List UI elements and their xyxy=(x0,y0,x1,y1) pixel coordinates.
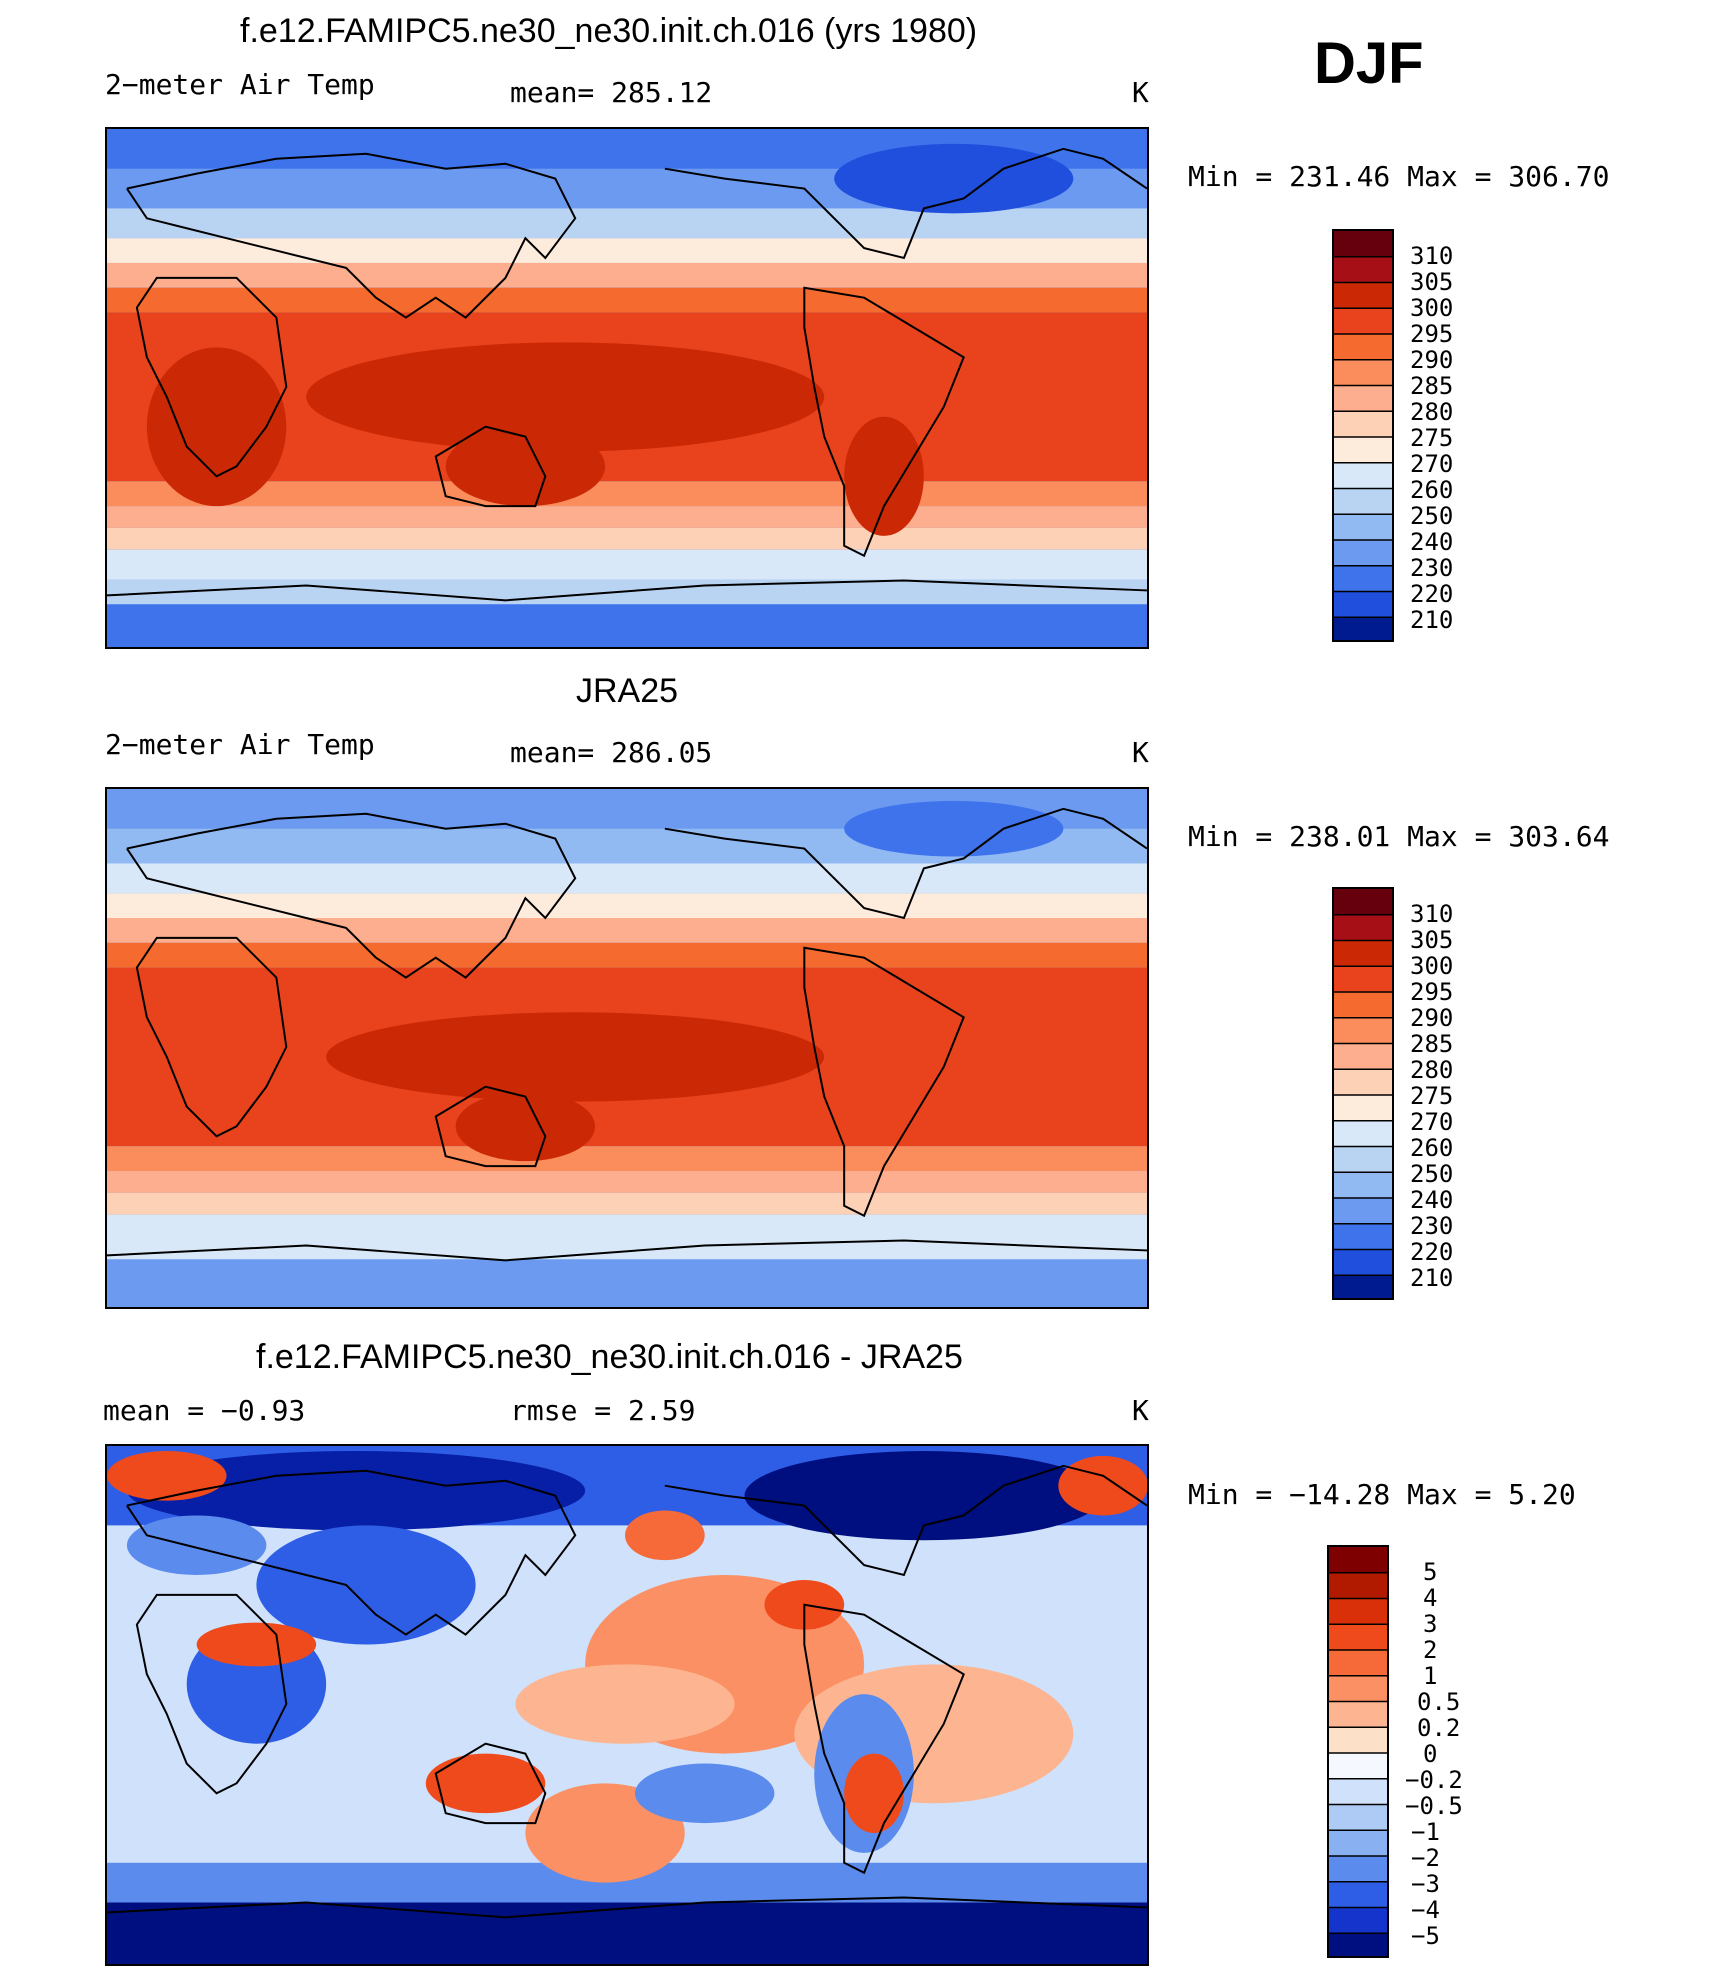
colorbar-label: 0 xyxy=(1423,1740,1438,1768)
colorbar-label: 285 xyxy=(1410,372,1454,400)
colorbar-label: 275 xyxy=(1410,424,1454,452)
mean-label: mean= 285.12 xyxy=(510,76,713,109)
colorbar-label: 240 xyxy=(1410,1186,1454,1214)
colorbar-label: 250 xyxy=(1410,502,1454,530)
minmax-label: Min = 238.01 Max = 303.64 xyxy=(1188,820,1610,853)
colorbar-label: 2 xyxy=(1423,1636,1438,1664)
colorbar xyxy=(1332,887,1394,1300)
colorbar-label: 1 xyxy=(1423,1662,1438,1690)
panel-title: f.e12.FAMIPC5.ne30_ne30.init.ch.016 - JR… xyxy=(256,1338,963,1376)
colorbar-label: 0.5 xyxy=(1417,1688,1461,1716)
panel-title: f.e12.FAMIPC5.ne30_ne30.init.ch.016 (yrs… xyxy=(240,12,978,50)
units-label: K xyxy=(1132,1394,1149,1427)
panel-title: JRA25 xyxy=(576,672,679,710)
colorbar-label: 290 xyxy=(1410,346,1454,374)
colorbar-label: 285 xyxy=(1410,1030,1454,1058)
colorbar-label: −0.2 xyxy=(1405,1766,1463,1794)
variable-label: 2−meter Air Temp xyxy=(105,728,375,761)
season-label: DJF xyxy=(1314,31,1424,96)
colorbar-label: 240 xyxy=(1410,528,1454,556)
colorbar-label: −4 xyxy=(1411,1896,1440,1924)
colorbar-label: −5 xyxy=(1411,1922,1440,1950)
colorbar-label: 290 xyxy=(1410,1004,1454,1032)
minmax-label: Min = 231.46 Max = 306.70 xyxy=(1188,160,1610,193)
variable-label: 2−meter Air Temp xyxy=(105,68,375,101)
rmse-label: rmse = 2.59 xyxy=(510,1394,696,1427)
units-label: K xyxy=(1132,76,1149,109)
units-label: K xyxy=(1132,736,1149,769)
colorbar-label: 220 xyxy=(1410,580,1454,608)
colorbar-label: 3 xyxy=(1423,1610,1438,1638)
mean-label: mean = −0.93 xyxy=(103,1394,306,1427)
colorbar-label: 5 xyxy=(1423,1558,1438,1586)
colorbar-label: 220 xyxy=(1410,1238,1454,1266)
colorbar-label: 4 xyxy=(1423,1584,1438,1612)
colorbar-label: 280 xyxy=(1410,1056,1454,1084)
minmax-label: Min = −14.28 Max = 5.20 xyxy=(1188,1478,1576,1511)
map-panel-difference xyxy=(105,1444,1149,1966)
colorbar-label: 295 xyxy=(1410,978,1454,1006)
map-panel-model xyxy=(105,127,1149,649)
colorbar-label: 310 xyxy=(1410,242,1454,270)
colorbar-label: 300 xyxy=(1410,294,1454,322)
colorbar-label: −3 xyxy=(1411,1870,1440,1898)
colorbar-label: 275 xyxy=(1410,1082,1454,1110)
mean-label: mean= 286.05 xyxy=(510,736,713,769)
colorbar xyxy=(1332,229,1394,642)
colorbar-label: −0.5 xyxy=(1405,1792,1463,1820)
colorbar-label: 310 xyxy=(1410,900,1454,928)
colorbar-label: 210 xyxy=(1410,606,1454,634)
map-panel-reanalysis xyxy=(105,787,1149,1309)
colorbar-label: 305 xyxy=(1410,926,1454,954)
colorbar-label: −1 xyxy=(1411,1818,1440,1846)
colorbar-label: 280 xyxy=(1410,398,1454,426)
colorbar xyxy=(1327,1545,1389,1958)
colorbar-label: 210 xyxy=(1410,1264,1454,1292)
colorbar-label: 260 xyxy=(1410,476,1454,504)
colorbar-label: 230 xyxy=(1410,554,1454,582)
colorbar-label: 0.2 xyxy=(1417,1714,1461,1742)
colorbar-label: 250 xyxy=(1410,1160,1454,1188)
colorbar-label: 230 xyxy=(1410,1212,1454,1240)
colorbar-label: −2 xyxy=(1411,1844,1440,1872)
colorbar-label: 260 xyxy=(1410,1134,1454,1162)
colorbar-label: 270 xyxy=(1410,450,1454,478)
colorbar-label: 270 xyxy=(1410,1108,1454,1136)
colorbar-label: 295 xyxy=(1410,320,1454,348)
colorbar-label: 305 xyxy=(1410,268,1454,296)
colorbar-label: 300 xyxy=(1410,952,1454,980)
